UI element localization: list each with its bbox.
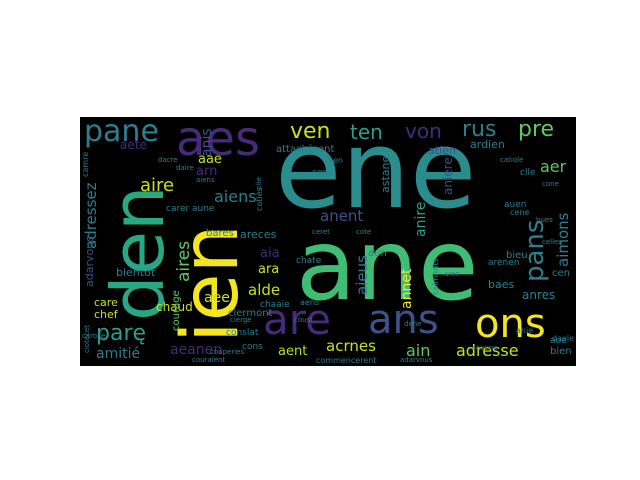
cloud-word: aune xyxy=(192,204,215,214)
cloud-word: couraient xyxy=(192,356,226,364)
cloud-word: aires xyxy=(174,240,194,282)
cloud-word: ceret xyxy=(312,228,330,236)
cloud-word: pane xyxy=(84,117,159,149)
cloud-word: aire xyxy=(140,175,175,196)
cloud-word: couperies xyxy=(210,348,245,356)
cloud-word: courage xyxy=(171,290,182,331)
cloud-word: ceuene xyxy=(472,344,498,352)
cloud-word: clle xyxy=(520,168,536,178)
cloud-word: catiole xyxy=(500,156,524,164)
cloud-word: cene xyxy=(510,208,530,217)
cloud-word: chate xyxy=(296,256,322,266)
cloud-word: rus xyxy=(462,117,497,142)
cloud-word: camre xyxy=(81,151,90,177)
cloud-word: aete xyxy=(120,138,147,152)
cloud-word: anres xyxy=(522,288,556,302)
word-cloud: ene ane den ien aes ans ons are pane ven… xyxy=(80,117,576,366)
cloud-word: auen xyxy=(504,200,527,210)
cloud-word: carolle xyxy=(82,332,106,340)
cloud-word: arenen xyxy=(488,258,520,268)
cloud-word: chef xyxy=(94,308,118,321)
cloud-word: aia xyxy=(260,246,280,261)
cloud-word: cote xyxy=(356,228,372,236)
cloud-word: cierge xyxy=(230,316,252,324)
cloud-word: daele xyxy=(552,334,575,343)
cloud-word: anire xyxy=(413,201,429,237)
cloud-word: ten xyxy=(350,120,383,144)
cloud-word: anent xyxy=(320,207,364,225)
cloud-word: aniere xyxy=(441,157,455,195)
cloud-word: ardien xyxy=(470,138,505,151)
cloud-word: parę xyxy=(96,321,147,346)
cloud-word: alde xyxy=(248,281,281,299)
cloud-word: celles xyxy=(542,238,562,246)
cloud-word: bientôt xyxy=(116,266,156,279)
cloud-word: dacre xyxy=(158,156,178,164)
cloud-word: aens xyxy=(300,298,320,307)
cloud-word: astane xyxy=(379,155,392,193)
cloud-word: daire xyxy=(176,164,194,172)
cloud-word: cone xyxy=(542,180,559,188)
cloud-word: ven xyxy=(290,119,331,144)
cloud-word: chaaie xyxy=(260,300,290,310)
cloud-word: aun xyxy=(368,248,387,259)
cloud-word: amitié xyxy=(96,346,141,362)
cloud-word: carer xyxy=(166,204,190,214)
cloud-word: aes xyxy=(176,117,260,167)
cloud-word: von xyxy=(405,119,442,143)
cloud-word: aae xyxy=(198,152,222,167)
cloud-word: pre xyxy=(518,117,555,142)
cloud-word: cons xyxy=(242,342,263,352)
cloud-word: commencerent xyxy=(316,356,377,365)
cloud-word: cen xyxy=(552,268,570,279)
cloud-word: adarvous xyxy=(400,356,433,364)
cloud-word: aer xyxy=(540,157,567,176)
cloud-word: acrnes xyxy=(326,337,376,355)
cloud-word: calmants xyxy=(431,258,440,295)
cloud-word: adarvous xyxy=(83,236,96,287)
cloud-word: aue xyxy=(550,336,567,346)
cloud-word: cotiės xyxy=(255,187,264,211)
cloud-word: clermont xyxy=(228,308,273,319)
cloud-word: chaud xyxy=(156,300,193,314)
cloud-word: ons xyxy=(475,301,546,347)
cloud-word: aiens xyxy=(196,176,215,184)
cloud-word: aen xyxy=(328,156,343,165)
cloud-word: bares xyxy=(206,228,234,239)
cloud-word: conslat xyxy=(226,328,259,338)
cloud-word: ane xyxy=(296,209,479,323)
cloud-word: ain xyxy=(406,341,431,360)
cloud-word: clie xyxy=(255,176,263,189)
cloud-word: aren xyxy=(444,270,460,278)
cloud-word: ene xyxy=(275,117,477,233)
cloud-word: ara xyxy=(258,262,280,277)
cloud-word: aiens xyxy=(214,187,257,206)
cloud-word: coust xyxy=(294,316,313,324)
cloud-word: care xyxy=(94,296,118,309)
cloud-word: aieus xyxy=(353,255,371,295)
cloud-word: are xyxy=(263,295,331,344)
cloud-word: bien xyxy=(550,346,572,357)
cloud-word: annet xyxy=(399,268,415,309)
cloud-word: attachèrent xyxy=(276,144,335,155)
cloud-word: cone xyxy=(312,168,334,178)
cloud-word: dene xyxy=(404,320,422,328)
cloud-word: ans xyxy=(368,297,439,343)
cloud-word: aent xyxy=(278,344,308,359)
cloud-word: aeanen xyxy=(170,342,223,358)
cloud-word: areces xyxy=(240,228,277,241)
cloud-word: baes xyxy=(488,278,515,291)
cloud-word: bieu xyxy=(506,250,528,261)
cloud-word: aee xyxy=(204,290,230,306)
cloud-word: adresse xyxy=(456,341,519,360)
cloud-word: bues xyxy=(536,216,553,224)
cloud-word: arn xyxy=(196,164,218,179)
cloud-word: anie xyxy=(516,326,534,335)
cloud-word: atien xyxy=(428,144,456,157)
